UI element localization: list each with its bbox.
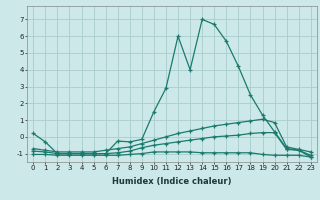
X-axis label: Humidex (Indice chaleur): Humidex (Indice chaleur) — [112, 177, 232, 186]
